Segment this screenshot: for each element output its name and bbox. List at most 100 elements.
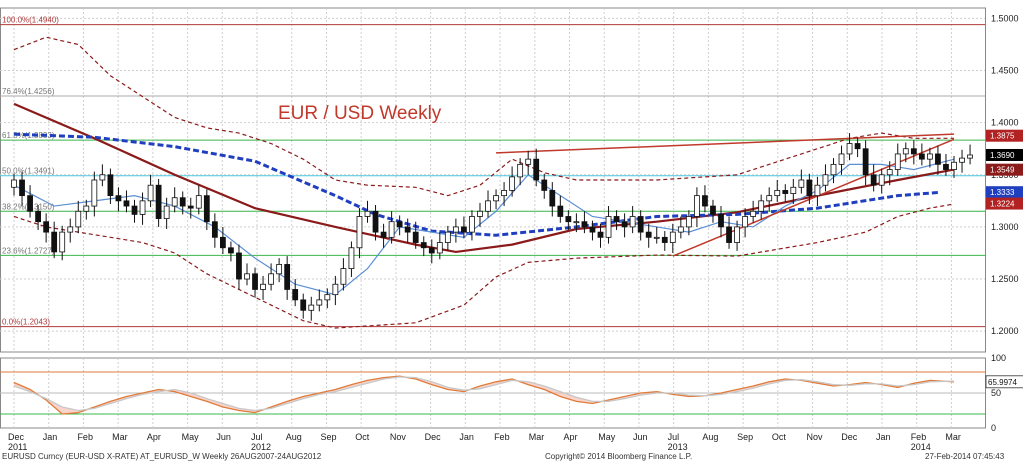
candle-body <box>782 190 789 194</box>
candle-body <box>967 154 973 159</box>
candle-body <box>284 264 291 290</box>
candle-body <box>661 236 668 243</box>
oscillator-y-tick-label: 100 <box>991 353 1006 363</box>
candle-body <box>187 205 194 209</box>
candle-body <box>67 226 74 233</box>
indicator-line <box>496 133 955 154</box>
candle-body <box>862 148 869 176</box>
price-tag-box <box>986 197 1023 210</box>
candle-body <box>589 226 596 233</box>
candle-body <box>107 174 114 197</box>
x-tick-label: Nov <box>807 432 824 442</box>
candle-body <box>340 268 347 285</box>
year-label: 2014 <box>911 442 931 452</box>
year-label: 2012 <box>251 442 271 452</box>
candle-body <box>846 143 853 155</box>
candle-body <box>461 226 467 233</box>
chart-title: EUR / USD Weekly <box>278 103 442 124</box>
oscillator-y-tick-label: 50 <box>991 388 1001 398</box>
x-tick-label: Sep <box>737 432 753 442</box>
candle-body <box>541 179 548 191</box>
x-tick-label: May <box>598 432 616 442</box>
candle-body <box>300 299 307 311</box>
price-tag-label: 1.3690 <box>990 151 1015 160</box>
candle-body <box>428 247 435 254</box>
price-tag-label: 1.3224 <box>990 200 1015 209</box>
x-tick-label: May <box>182 432 200 442</box>
candle-body <box>43 221 50 233</box>
candle-body <box>11 179 17 188</box>
candle-body <box>645 231 652 238</box>
candle-body <box>155 184 162 219</box>
candle-body <box>549 190 556 207</box>
x-tick-label: Sep <box>320 432 336 442</box>
candle-body <box>710 205 716 215</box>
candle-body <box>959 157 965 163</box>
x-tick-label: Dec <box>8 432 25 442</box>
candle-body <box>798 179 805 188</box>
candle-body <box>509 176 516 191</box>
fib-level-label: 23.6%(1.2727) <box>2 246 55 255</box>
candle-body <box>637 216 644 233</box>
candle-body <box>19 179 25 197</box>
x-tick-label: Jul <box>251 432 263 442</box>
candle-body <box>83 205 90 212</box>
price-tag-label: 1.3333 <box>990 188 1015 197</box>
candle-body <box>766 195 773 202</box>
candle-body <box>356 216 363 249</box>
candle-body <box>195 195 202 209</box>
candle-body <box>758 200 765 212</box>
candle-body <box>734 226 740 243</box>
candle-body <box>27 195 33 212</box>
candle-body <box>163 205 170 219</box>
oscillator-y-tick-label: 0 <box>991 423 996 433</box>
candle-body <box>236 252 242 280</box>
footer-left: EURUSD Curncy (EUR-USD X-RATE) AT_EURUSD… <box>2 452 322 461</box>
candle-body <box>565 216 572 223</box>
price-tag-label: 1.3875 <box>990 132 1015 141</box>
oscillator-tag-box <box>985 375 1023 389</box>
candle-body <box>806 179 813 197</box>
x-tick-label: Apr <box>564 432 578 442</box>
candle-body <box>380 231 387 238</box>
candle-body <box>452 226 459 233</box>
candle-body <box>533 158 540 181</box>
candle-body <box>404 226 411 233</box>
y-tick-label: 1.4500 <box>991 66 1019 76</box>
x-tick-label: Jan <box>876 432 891 442</box>
indicator-line <box>13 36 954 197</box>
candle-body <box>685 216 692 228</box>
x-tick-label: Dec <box>841 432 858 442</box>
candle-body <box>677 226 684 233</box>
candle-body <box>477 210 483 217</box>
y-tick-label: 1.2000 <box>991 326 1019 336</box>
price-tags-layer: 1.3875 1.3690 1.3549 1.3333 1.3224 <box>986 129 1023 210</box>
candle-body <box>878 174 885 186</box>
candle-body <box>581 221 588 228</box>
candle-body <box>870 174 877 186</box>
candle-body <box>211 221 218 238</box>
candle-body <box>115 195 122 202</box>
price-tag-label: 1.3549 <box>990 166 1015 175</box>
oscillator-layer: 0 50 100 65.9974 <box>0 353 1023 433</box>
candle-body <box>613 216 620 223</box>
candle-body <box>597 231 604 238</box>
x-tick-label: Jan <box>459 432 474 442</box>
candle-body <box>219 236 226 249</box>
candle-body <box>123 200 130 207</box>
candle-body <box>774 190 781 197</box>
x-tick-label: Aug <box>702 432 718 442</box>
candle-body <box>59 231 66 253</box>
candle-body <box>147 184 154 202</box>
x-tick-label: Mar <box>112 432 128 442</box>
candle-body <box>203 195 210 223</box>
x-tick-label: Jan <box>43 432 58 442</box>
candle-body <box>573 221 580 224</box>
x-tick-label: Dec <box>425 432 442 442</box>
candle-body <box>308 304 315 311</box>
candle-body <box>501 190 507 197</box>
x-tick-label: Jun <box>633 432 648 442</box>
x-tick-label: Aug <box>286 432 302 442</box>
candle-body <box>324 294 331 301</box>
